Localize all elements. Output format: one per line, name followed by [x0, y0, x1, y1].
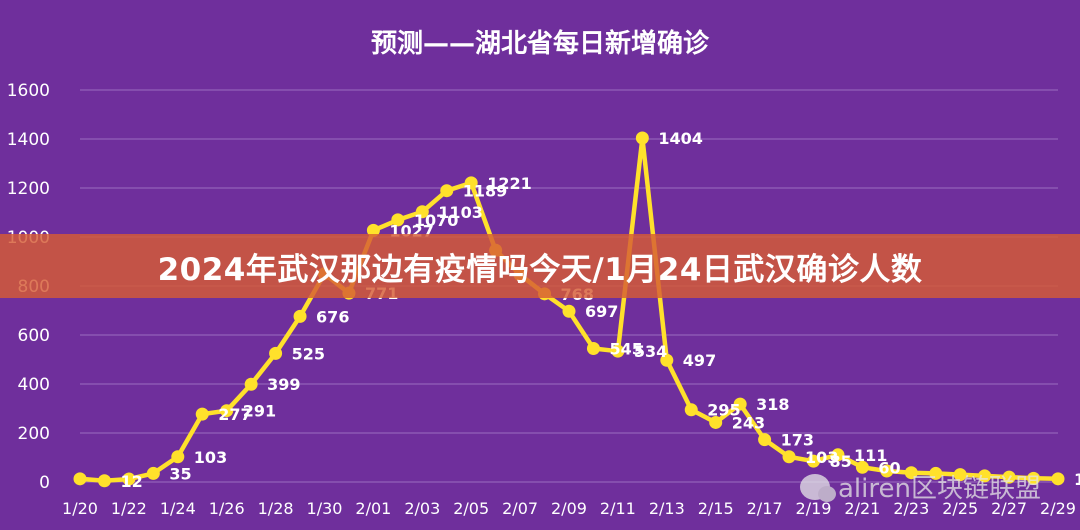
data-label: 1221 [487, 174, 532, 193]
y-tick-label: 200 [18, 424, 50, 444]
data-label: 60 [878, 458, 900, 477]
data-point [440, 184, 454, 198]
watermark: aliren区块链联盟 [800, 468, 1041, 505]
data-label: 12 [120, 472, 142, 491]
data-label: 676 [316, 307, 349, 326]
x-tick-label: 2/11 [600, 499, 636, 518]
data-point [146, 466, 160, 480]
x-tick-label: 2/09 [551, 499, 587, 518]
data-point [929, 466, 943, 480]
wechat-icon [800, 473, 836, 502]
data-label: 277 [218, 405, 251, 424]
data-label: 497 [683, 351, 716, 370]
data-label: 35 [169, 464, 191, 483]
data-point [1027, 471, 1041, 485]
y-tick-label: 600 [18, 326, 50, 346]
data-label: 13 [1074, 470, 1080, 489]
x-tick-label: 2/23 [893, 499, 929, 518]
x-tick-label: 2/01 [355, 499, 391, 518]
headline-text: 2024年武汉那边有疫情吗今天/1月24日武汉确诊人数 [157, 251, 923, 288]
data-label: 295 [707, 401, 740, 420]
data-label: 291 [243, 402, 276, 421]
x-tick-label: 2/03 [404, 499, 440, 518]
x-tick-label: 1/22 [111, 499, 147, 518]
data-point [758, 433, 772, 447]
data-label: 173 [781, 431, 814, 450]
data-label: 103 [805, 448, 838, 467]
x-tick-label: 2/07 [502, 499, 538, 518]
x-tick-label: 1/26 [209, 499, 245, 518]
x-tick-label: 2/21 [844, 499, 880, 518]
data-point [366, 223, 380, 237]
x-tick-label: 1/30 [307, 499, 343, 518]
data-label: 534 [634, 342, 667, 361]
x-tick-label: 2/17 [747, 499, 783, 518]
x-tick-label: 1/20 [62, 499, 98, 518]
data-label: 85 [830, 452, 852, 471]
data-label: 1189 [463, 182, 508, 201]
data-point [733, 397, 747, 411]
data-label: 1103 [438, 203, 483, 222]
data-point [855, 460, 869, 474]
data-label: 697 [585, 302, 618, 321]
data-point [660, 353, 674, 367]
data-point [415, 205, 429, 219]
y-tick-label: 400 [18, 375, 50, 395]
x-tick-label: 2/19 [796, 499, 832, 518]
data-point [244, 377, 258, 391]
x-tick-label: 2/25 [942, 499, 978, 518]
data-point [171, 450, 185, 464]
y-tick-label: 1400 [7, 130, 50, 150]
data-point [391, 213, 405, 227]
data-label: 545 [609, 339, 642, 358]
data-label: 1070 [414, 211, 459, 230]
watermark-text: aliren区块链联盟 [838, 474, 1041, 504]
data-point [464, 176, 478, 190]
data-point [709, 415, 723, 429]
data-point [635, 131, 649, 145]
data-label: 103 [194, 448, 227, 467]
x-tick-label: 2/13 [649, 499, 685, 518]
data-point [807, 454, 820, 468]
x-tick-label: 2/27 [991, 499, 1027, 518]
data-point [684, 403, 698, 417]
data-point [220, 404, 234, 418]
data-point [586, 341, 600, 355]
data-point [122, 472, 136, 486]
data-point [73, 472, 87, 486]
x-tick-label: 2/15 [698, 499, 734, 518]
data-point [831, 448, 845, 462]
x-tick-label: 2/29 [1040, 499, 1076, 518]
data-point [562, 304, 576, 318]
data-point [880, 464, 894, 478]
x-tick-label: 1/24 [160, 499, 196, 518]
y-tick-label: 0 [39, 473, 50, 493]
data-point [611, 344, 625, 358]
data-label: 1404 [658, 129, 703, 148]
data-point [195, 407, 209, 421]
data-point [782, 450, 796, 464]
chart-title: 预测——湖北省每日新增确诊 [371, 28, 710, 59]
data-point [1051, 472, 1065, 486]
data-label: 111 [854, 446, 887, 465]
x-tick-label: 1/28 [258, 499, 294, 518]
data-label: 318 [756, 395, 789, 414]
y-tick-label: 1600 [7, 81, 50, 101]
y-tick-label: 1200 [7, 179, 50, 199]
data-point [1002, 470, 1016, 484]
data-label: 399 [267, 375, 300, 394]
data-point [904, 466, 918, 480]
data-point [953, 468, 967, 482]
x-tick-label: 2/05 [453, 499, 489, 518]
data-point [269, 346, 283, 360]
data-point [293, 309, 307, 323]
data-point [97, 474, 111, 488]
headline-banner: 2024年武汉那边有疫情吗今天/1月24日武汉确诊人数 [0, 234, 1080, 298]
data-point [978, 469, 992, 483]
data-label: 525 [292, 344, 325, 363]
data-label: 243 [732, 413, 765, 432]
